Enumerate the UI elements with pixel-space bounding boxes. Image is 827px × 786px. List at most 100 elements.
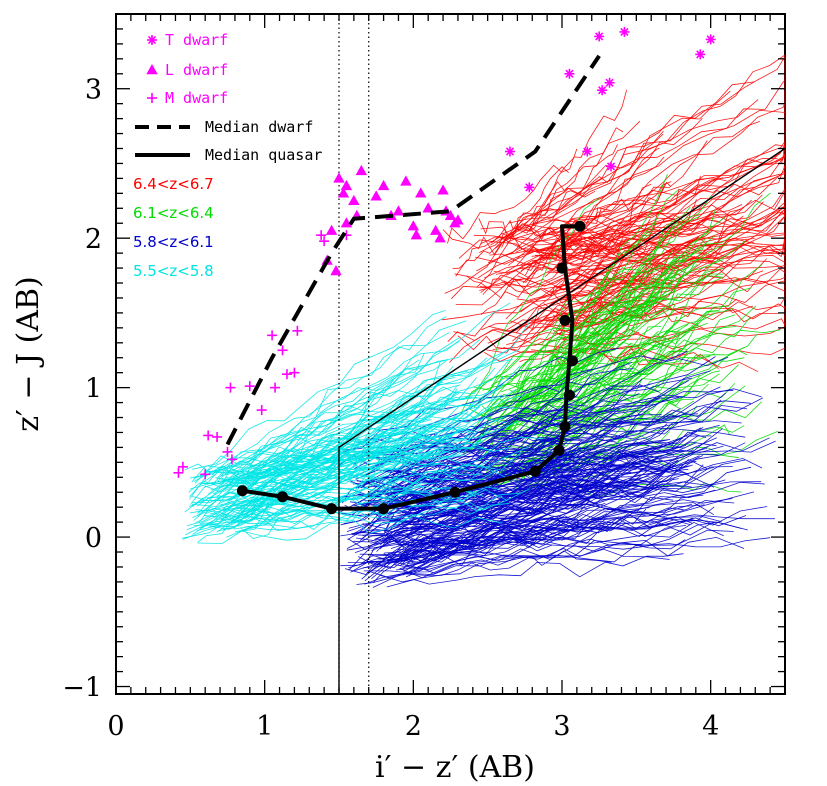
median-quasar-point [574,220,586,232]
track-line [508,80,786,224]
track-line [370,506,715,544]
track-line [354,486,594,553]
track-line [221,352,425,486]
m-dwarf-point [212,431,223,442]
m-dwarf-point [277,345,288,356]
track-line [205,426,492,514]
track-line [386,553,684,588]
t-dwarf-point [147,35,157,45]
track-line [366,455,581,562]
track-line [468,385,618,417]
legend: T dwarf L dwarf M dwarf Median dwarf Median … [133,31,322,280]
track-line [227,427,474,485]
l-dwarf-point [330,265,342,276]
track-line [491,282,647,386]
track-line [506,218,651,345]
track-line [414,408,681,482]
track-line [399,481,631,567]
x-tick-label: 3 [553,711,570,742]
m-dwarf-point [200,469,211,480]
track-line [548,271,786,298]
y-tick-label: 3 [85,75,102,106]
median-quasar-point [556,262,568,274]
median-quasar-point [326,503,338,515]
l-dwarf-point [377,179,390,191]
track-line [344,521,580,575]
track-line [480,218,624,294]
median-quasar-point [553,444,565,456]
track-line [516,277,722,403]
m-dwarf-point [173,467,184,478]
track-line [447,148,578,244]
track-line [193,364,423,482]
track-line [205,357,487,474]
selection-lines [338,14,786,694]
track-line [401,429,635,471]
l-dwarf-point [415,187,427,198]
legend-label: 6.4<z<6.7 [133,175,214,193]
track-line [215,493,519,521]
track-line [479,266,624,465]
track-line [182,486,471,540]
m-dwarf-point [244,381,255,392]
m-dwarf-point [256,405,267,416]
track-line [523,189,679,414]
l-dwarf-point [340,217,353,228]
track-line [197,480,396,543]
m-dwarf-point [203,430,214,441]
track-band-0 [441,54,786,373]
track-line [546,192,771,382]
track-line [455,166,569,277]
track-line [538,264,763,452]
track-line [244,503,510,530]
track-line [452,181,565,269]
track-line [384,460,679,554]
x-tick-label: 0 [107,711,124,742]
l-dwarf-point [325,224,338,235]
track-line [532,56,786,225]
track-line [191,337,460,483]
track-line [381,466,690,542]
legend-label: Median quasar [205,146,322,164]
m-dwarf-point [270,382,281,393]
track-line [505,177,776,320]
m-dwarf-point [316,230,327,241]
t-dwarf-point [606,161,617,172]
median-quasar-line [242,224,580,511]
track-line [481,329,619,412]
track-line [190,359,446,490]
track-line [208,440,481,483]
track-line [493,133,664,274]
track-line [515,174,668,387]
track-line [517,89,628,232]
track-line [227,408,490,501]
t-dwarf-point [695,49,706,60]
track-line [395,539,686,574]
l-dwarf-point [429,224,442,235]
m-dwarf-point [292,325,303,336]
track-line [405,459,746,578]
x-axis-title: i′ − z′ (AB) [375,750,535,785]
legend-label: M dwarf [165,89,228,107]
median-quasar-point [559,314,571,326]
track-line [403,481,765,572]
track-line [217,316,447,482]
track-line [370,550,612,578]
track-line [221,358,513,482]
median-quasar-point [566,355,578,367]
track-line [393,440,776,519]
track-line [513,256,655,432]
track-line [361,475,650,501]
track-line [193,452,444,479]
track-band-3 [181,302,544,544]
track-line [480,210,612,315]
l-dwarf-point [422,202,434,213]
track-line [391,447,675,522]
track-line [241,349,520,517]
l-dwarf-point [337,187,350,198]
track-line [192,425,468,535]
track-line [447,329,640,344]
t-dwarf-point [705,34,716,45]
t-dwarf-point [597,85,608,96]
